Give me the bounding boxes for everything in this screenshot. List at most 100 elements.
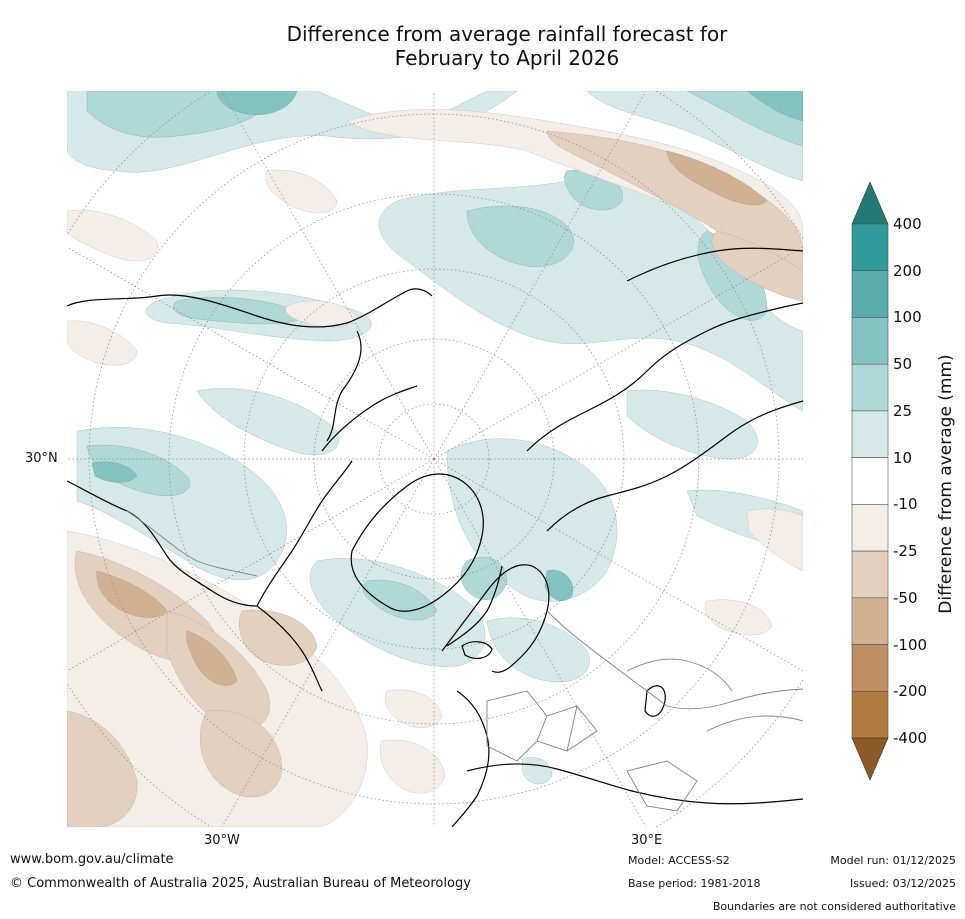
coastline-hudson-bay (256, 460, 353, 607)
dry-anomaly-mediterranean-west (384, 689, 443, 728)
lat-label-30n: 30°N (25, 451, 58, 466)
colorbar-segment (851, 457, 889, 505)
wet-anomaly-west-siberia (626, 389, 758, 460)
boundary-middle-east (626, 760, 698, 812)
footer-disclaimer: Boundaries are not considered authoritat… (712, 900, 956, 913)
wet-anomaly-canada-east (196, 388, 340, 456)
coastline-alaska (67, 288, 433, 328)
colorbar-tick-label: -50 (893, 588, 918, 607)
coastline-canada-arctic (321, 385, 418, 452)
colorbar-tick-label: 100 (893, 308, 922, 327)
coastline-caspian (644, 685, 666, 717)
dry-anomaly-pacific-mid (67, 320, 138, 366)
title-line-2: February to April 2026 (394, 46, 620, 70)
colorbar-segment (851, 597, 889, 645)
footer-copyright: © Commonwealth of Australia 2025, Austra… (10, 876, 471, 891)
colorbar-tick-label: 200 (893, 261, 922, 280)
colorbar-top-arrow (851, 181, 889, 225)
colorbar-tick-label: -10 (893, 495, 918, 514)
graticule-circle-60n (243, 268, 625, 650)
boundary-europe-mesh (486, 690, 598, 762)
wet-anomaly-arctic-ocean-core (466, 205, 574, 267)
wet-anomaly-north-america-peak (91, 461, 138, 483)
coastline-chukotka (626, 247, 803, 282)
graticule-circle-80n (378, 403, 490, 515)
coastline-iceland (461, 641, 493, 659)
graticule-meridian-30e (433, 458, 647, 827)
dry-anomaly-alaska-coast (285, 300, 358, 328)
colorbar-segment (851, 223, 889, 272)
dry-anomaly-pacific-west (67, 209, 158, 262)
footer-issued: Issued: 03/12/2025 (849, 877, 956, 890)
graticule-meridian-30w (221, 458, 435, 827)
boundary-central-asia (706, 715, 803, 732)
wet-anomaly-layer (67, 91, 803, 785)
political-boundaries (126, 510, 803, 812)
coastline-alaska-north (326, 330, 362, 442)
graticule-meridian-120e (433, 246, 803, 460)
map-panel[interactable] (67, 91, 803, 827)
coastline-canada-west (67, 480, 258, 607)
colorbar-tick-label: -100 (893, 635, 928, 654)
colorbar-tick-label: 400 (893, 215, 922, 233)
lon-label-30w: 30°W (204, 833, 240, 848)
wet-anomaly-atlantic-east (486, 617, 590, 683)
colorbar-tick-label: 25 (893, 401, 913, 420)
wet-anomaly-siberia-ne-peak (746, 91, 803, 122)
dry-anomaly-pacific-east-core (186, 630, 238, 686)
footer-model: Model: ACCESS-S2 (628, 854, 730, 867)
graticule-meridian-60e (433, 458, 803, 672)
lon-label-30e: 30°E (631, 833, 663, 848)
colorbar-segment (851, 270, 889, 318)
graticule-meridian-150e (433, 91, 647, 460)
graticule-meridian-60w (67, 458, 435, 672)
dry-anomaly-africa-nw (379, 739, 446, 794)
graticule-meridian-120w (67, 246, 435, 460)
graticule (67, 91, 803, 827)
colorbar-tick-label: -25 (893, 542, 918, 561)
chart-title: Difference from average rainfall forecas… (67, 22, 947, 70)
colorbar-segment (851, 690, 889, 739)
boundary-russia-europe (546, 610, 668, 707)
wet-anomaly-greenland-south-core (362, 579, 438, 621)
coastline-mediterranean (466, 763, 803, 805)
dry-anomaly-usa-peak (96, 570, 168, 618)
coastlines (67, 247, 803, 827)
colorbar-tick-label: 50 (893, 355, 913, 374)
dry-anomaly-subtropic-south (199, 710, 283, 798)
coastline-russia-north (546, 400, 803, 532)
coastline-siberia (526, 302, 803, 452)
colorbar-segment (851, 410, 889, 458)
colorbar-segment (851, 550, 889, 599)
footer-website[interactable]: www.bom.gov.au/climate (10, 852, 174, 867)
dry-anomaly-bering-gulf (265, 169, 338, 214)
colorbar-tick-label: 10 (893, 448, 913, 467)
colorbar-label: Difference from average (mm) (936, 354, 956, 614)
coastline-scandinavia (441, 564, 550, 673)
boundary-canada-us (126, 510, 258, 577)
colorbar-segment (851, 363, 889, 412)
dry-anomaly-subtropic-far (67, 710, 138, 827)
dry-anomaly-eurasia-east (746, 508, 803, 572)
dry-anomaly-middle-east (704, 599, 773, 636)
footer-model-run: Model run: 01/12/2025 (830, 854, 956, 867)
colorbar (851, 181, 889, 781)
colorbar-segment (851, 504, 889, 552)
boundary-russia-asia (666, 688, 803, 710)
colorbar-tick-label: -200 (893, 682, 928, 701)
dry-anomaly-arctic-north (346, 109, 803, 282)
coastline-greenland (350, 473, 484, 612)
coastline-norway (446, 565, 503, 647)
graticule-meridian-150w (221, 91, 435, 460)
colorbar-bottom-arrow (851, 737, 889, 781)
coastline-labrador (256, 605, 323, 692)
colorbar-segment (851, 317, 889, 365)
footer-base-period: Base period: 1981-2018 (628, 877, 761, 890)
colorbar-tick-label: -400 (893, 729, 928, 747)
boundary-kazakhstan (626, 658, 733, 692)
colorbar-segment (851, 644, 889, 692)
dry-anomaly-layer (67, 109, 803, 827)
wet-anomaly-bering-core (216, 91, 298, 115)
title-line-1: Difference from average rainfall forecas… (286, 22, 728, 46)
dry-anomaly-siberia-north-core (666, 150, 768, 206)
